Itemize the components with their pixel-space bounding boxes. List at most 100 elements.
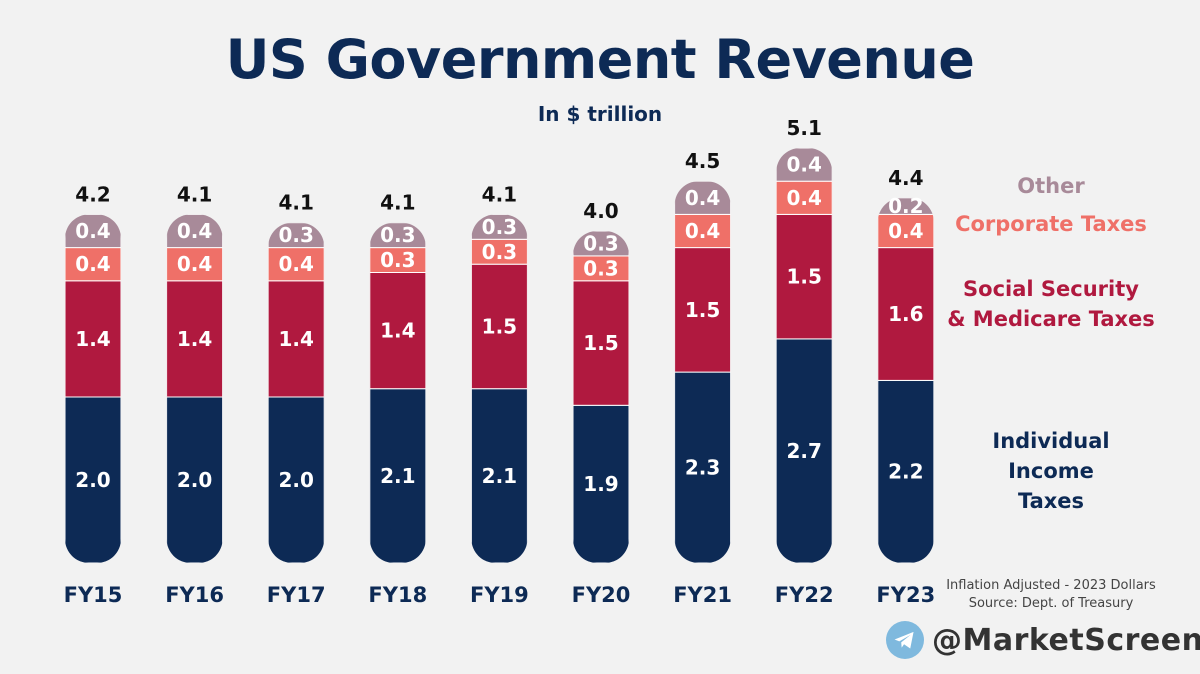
value-label-corporate-taxes-fy23: 0.4: [888, 219, 923, 243]
x-tick-fy22: FY22: [775, 583, 834, 607]
value-label-individual-income-taxes-fy15: 2.0: [75, 468, 110, 492]
x-tick-fy23: FY23: [876, 583, 935, 607]
value-label-individual-income-taxes-fy19: 2.1: [482, 464, 517, 488]
value-label-social-security-medicare-taxes-fy21: 1.5: [685, 298, 720, 322]
x-tick-fy17: FY17: [267, 583, 326, 607]
value-label-individual-income-taxes-fy23: 2.2: [888, 460, 923, 484]
value-label-other-fy21: 0.4: [685, 186, 720, 210]
value-label-corporate-taxes-fy16: 0.4: [177, 252, 212, 276]
bar-fy20: [573, 231, 629, 563]
legend-social-line2: & Medicare Taxes: [947, 307, 1155, 331]
bar-fy23: [877, 197, 934, 564]
value-label-corporate-taxes-fy17: 0.4: [278, 252, 313, 276]
segment-other-fy16: [166, 214, 223, 249]
bar-fy21: [674, 181, 731, 563]
segment-individual-income-taxes-fy22: [776, 338, 833, 563]
value-label-social-security-medicare-taxes-fy22: 1.5: [786, 265, 821, 289]
value-label-corporate-taxes-fy21: 0.4: [685, 219, 720, 243]
telegram-icon: [886, 621, 924, 659]
value-label-individual-income-taxes-fy20: 1.9: [583, 472, 618, 496]
value-label-other-fy17: 0.3: [278, 223, 313, 247]
value-label-individual-income-taxes-fy17: 2.0: [278, 468, 313, 492]
x-tick-fy18: FY18: [368, 583, 427, 607]
total-label-fy20: 4.0: [583, 199, 618, 223]
value-label-other-fy20: 0.3: [583, 231, 618, 255]
value-label-other-fy18: 0.3: [380, 223, 415, 247]
segment-social-security-medicare-taxes-fy21: [674, 247, 731, 373]
total-label-fy17: 4.1: [278, 191, 313, 215]
x-tick-fy20: FY20: [572, 583, 631, 607]
bars-group: 2.0 1.4 0.4 0.4 4.2 FY15 2.0 1.4 0.4 0.4 4.1 FY16 2.…: [64, 116, 936, 607]
segment-individual-income-taxes-fy20: [573, 404, 629, 563]
value-label-social-security-medicare-taxes-fy19: 1.5: [482, 314, 517, 338]
value-label-individual-income-taxes-fy16: 2.0: [177, 468, 212, 492]
value-label-social-security-medicare-taxes-fy17: 1.4: [278, 327, 313, 351]
value-label-individual-income-taxes-fy21: 2.3: [685, 456, 720, 480]
legend-other: Other: [926, 171, 1176, 201]
value-label-social-security-medicare-taxes-fy15: 1.4: [75, 327, 110, 351]
chart-title: US Government Revenue: [225, 28, 975, 91]
segment-corporate-taxes-fy17: [268, 247, 325, 282]
segment-social-security-medicare-taxes-fy20: [573, 280, 629, 406]
total-label-fy21: 4.5: [685, 149, 720, 173]
segment-individual-income-taxes-fy19: [471, 388, 528, 563]
brand-handle: @MarketScreen: [932, 622, 1200, 658]
value-label-social-security-medicare-taxes-fy20: 1.5: [583, 331, 618, 355]
value-label-other-fy16: 0.4: [177, 219, 212, 243]
bar-fy18: [369, 222, 426, 563]
x-tick-fy19: FY19: [470, 583, 529, 607]
segment-corporate-taxes-fy15: [65, 247, 121, 282]
segment-other-fy21: [674, 181, 731, 215]
chart-subtitle: In $ trillion: [537, 102, 663, 126]
segment-individual-income-taxes-fy18: [369, 388, 426, 563]
x-tick-fy15: FY15: [64, 583, 123, 607]
segment-social-security-medicare-taxes-fy18: [369, 272, 426, 390]
value-label-corporate-taxes-fy20: 0.3: [583, 256, 618, 280]
segment-other-fy22: [776, 148, 833, 182]
segment-other-fy15: [65, 214, 121, 249]
legend-other-label: Other: [1017, 174, 1085, 198]
bar-fy15: [65, 214, 121, 563]
bar-fy19: [471, 214, 528, 563]
segment-individual-income-taxes-fy15: [65, 396, 121, 563]
segment-corporate-taxes-fy20: [573, 255, 629, 282]
segment-corporate-taxes-fy23: [877, 213, 934, 249]
segment-individual-income-taxes-fy23: [877, 379, 934, 564]
value-label-social-security-medicare-taxes-fy23: 1.6: [888, 302, 923, 326]
legend-corporate: Corporate Taxes: [926, 209, 1176, 239]
value-label-other-fy22: 0.4: [786, 153, 821, 177]
value-label-other-fy15: 0.4: [75, 219, 110, 243]
value-label-corporate-taxes-fy22: 0.4: [786, 186, 821, 210]
segment-corporate-taxes-fy22: [776, 180, 833, 215]
legend-social-line1: Social Security: [963, 277, 1139, 301]
value-label-social-security-medicare-taxes-fy16: 1.4: [177, 327, 212, 351]
bar-fy16: [166, 214, 223, 563]
segment-social-security-medicare-taxes-fy17: [268, 280, 325, 398]
legend-corporate-label: Corporate Taxes: [955, 212, 1147, 236]
note-source: Source: Dept. of Treasury: [968, 596, 1134, 611]
total-label-fy15: 4.2: [75, 182, 110, 206]
legend-individual-line2: Income: [1008, 459, 1094, 483]
x-tick-fy21: FY21: [673, 583, 732, 607]
value-label-corporate-taxes-fy19: 0.3: [482, 240, 517, 264]
value-label-other-fy19: 0.3: [482, 215, 517, 239]
total-label-fy16: 4.1: [177, 182, 212, 206]
segment-social-security-medicare-taxes-fy23: [877, 247, 934, 381]
total-label-fy23: 4.4: [888, 166, 923, 190]
value-label-corporate-taxes-fy18: 0.3: [380, 248, 415, 272]
value-label-individual-income-taxes-fy22: 2.7: [786, 439, 821, 463]
total-label-fy18: 4.1: [380, 191, 415, 215]
legend-individual-line3: Taxes: [1017, 489, 1085, 513]
legend-social-security: Social Security & Medicare Taxes: [926, 274, 1176, 334]
value-label-social-security-medicare-taxes-fy18: 1.4: [380, 319, 415, 343]
value-label-individual-income-taxes-fy18: 2.1: [380, 464, 415, 488]
segment-social-security-medicare-taxes-fy16: [166, 280, 223, 398]
bar-fy22: [776, 148, 833, 563]
value-label-other-fy23: 0.2: [888, 194, 923, 218]
x-tick-fy16: FY16: [165, 583, 224, 607]
note-inflation: Inflation Adjusted - 2023 Dollars: [946, 578, 1156, 593]
total-label-fy22: 5.1: [786, 116, 821, 140]
brand-watermark: @MarketScreen: [886, 620, 1200, 660]
legend-individual-line1: Individual: [992, 429, 1110, 453]
